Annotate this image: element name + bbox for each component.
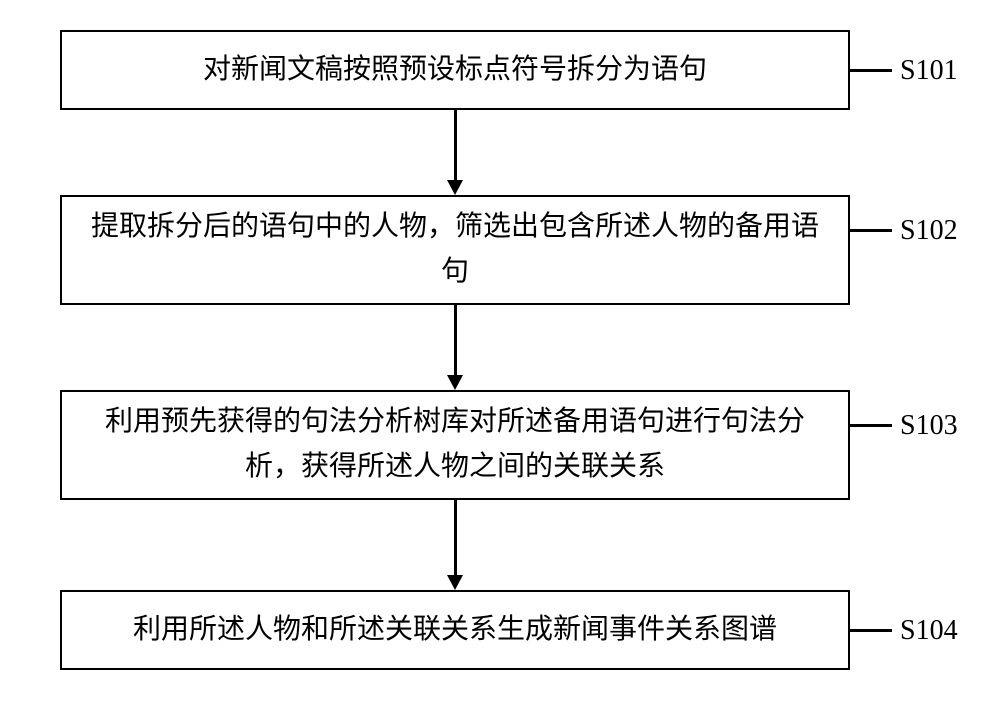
arrow-head — [447, 180, 463, 195]
label-connector — [850, 229, 892, 232]
step-box-s103: 利用预先获得的句法分析树库对所述备用语句进行句法分析，获得所述人物之间的关联关系 — [60, 390, 850, 500]
label-connector — [850, 629, 892, 632]
step-text: 利用所述人物和所述关联关系生成新闻事件关系图谱 — [133, 608, 777, 653]
flowchart-canvas: 对新闻文稿按照预设标点符号拆分为语句 S101 提取拆分后的语句中的人物，筛选出… — [0, 0, 1000, 713]
step-box-s102: 提取拆分后的语句中的人物，筛选出包含所述人物的备用语句 — [60, 195, 850, 305]
arrow-head — [447, 575, 463, 590]
step-label-s104: S104 — [900, 615, 958, 647]
label-connector — [850, 69, 892, 72]
label-connector — [850, 424, 892, 427]
arrow-line — [454, 110, 457, 180]
arrow-line — [454, 305, 457, 375]
step-label-s102: S102 — [900, 215, 958, 247]
step-box-s101: 对新闻文稿按照预设标点符号拆分为语句 — [60, 30, 850, 110]
step-box-s104: 利用所述人物和所述关联关系生成新闻事件关系图谱 — [60, 590, 850, 670]
step-text: 提取拆分后的语句中的人物，筛选出包含所述人物的备用语句 — [78, 205, 832, 295]
step-label-s101: S101 — [900, 55, 958, 87]
arrow-head — [447, 375, 463, 390]
arrow-line — [454, 500, 457, 575]
step-text: 对新闻文稿按照预设标点符号拆分为语句 — [203, 48, 707, 93]
step-text: 利用预先获得的句法分析树库对所述备用语句进行句法分析，获得所述人物之间的关联关系 — [78, 400, 832, 490]
step-label-s103: S103 — [900, 410, 958, 442]
